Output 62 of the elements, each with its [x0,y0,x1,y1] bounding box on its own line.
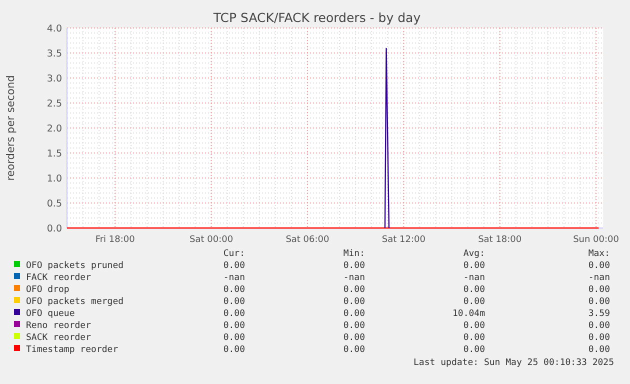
text: 0.00 [463,345,485,355]
legend-label: Timestamp reorder [26,345,119,355]
x-tick-label: Sat 06:00 [286,235,330,245]
y-tick-label: 2.5 [46,98,62,110]
text: 0.00 [463,333,485,343]
text: -nan [343,273,365,283]
text: 0.00 [588,285,610,295]
x-tick-label: Sat 12:00 [382,235,426,245]
x-tick-label: Fri 18:00 [95,235,136,245]
legend-label: OFO packets pruned [26,261,124,271]
text: -nan [588,273,610,283]
text: 0.00 [223,333,245,343]
y-tick-label: 2.0 [46,124,62,134]
text: -nan [463,273,485,283]
text: 0.00 [463,261,485,271]
text: -nan [223,273,245,283]
y-tick-label: 1.5 [46,148,62,160]
text: 0.00 [463,297,485,307]
text: Avg: [463,249,485,259]
text: 0.00 [343,261,365,271]
text: Max: [588,249,610,259]
legend-label: OFO queue [26,309,75,319]
text: 0.00 [343,345,365,355]
text: 3.59 [588,309,610,319]
text: 0.00 [588,297,610,307]
text: 0.00 [588,321,610,331]
text: 0.00 [223,345,245,355]
text: 0.00 [463,321,485,331]
legend-label: SACK reorder [26,333,92,343]
y-tick-label: 0.0 [46,224,62,234]
text: Min: [343,249,365,259]
chart-title: TCP SACK/FACK reorders - by day [212,10,422,25]
text: 0.00 [223,309,245,319]
legend-label: OFO packets merged [26,297,124,307]
y-tick-label: 0.5 [46,198,62,210]
text: 0.00 [343,297,365,307]
text: 10.04m [452,309,485,319]
text: 0.00 [223,321,245,331]
text: Cur: [223,249,245,259]
y-tick-label: 3.0 [46,74,62,84]
text: 0.00 [223,261,245,271]
text: 0.00 [343,309,365,319]
legend-label: OFO drop [26,285,70,295]
x-tick-label: Sun 00:00 [573,235,620,245]
text: 0.00 [588,345,610,355]
text: 0.00 [343,333,365,343]
text: 0.00 [588,333,610,343]
text: 0.00 [343,321,365,331]
y-tick-label: 3.5 [46,48,62,60]
text: 0.00 [343,285,365,295]
y-tick-label: 1.0 [46,174,62,184]
y-tick-label: 4.0 [46,24,62,34]
text: Last update: Sun May 25 00:10:33 2025 [414,358,614,368]
legend-label: FACK reorder [26,273,92,283]
legend-label: Reno reorder [26,321,92,331]
text: 0.00 [463,285,485,295]
y-axis-title: reorders per second [5,75,17,181]
x-tick-label: Sat 00:00 [190,235,234,245]
text: 0.00 [588,261,610,271]
text: 0.00 [223,285,245,295]
text: 0.00 [223,297,245,307]
x-tick-label: Sat 18:00 [478,235,522,245]
